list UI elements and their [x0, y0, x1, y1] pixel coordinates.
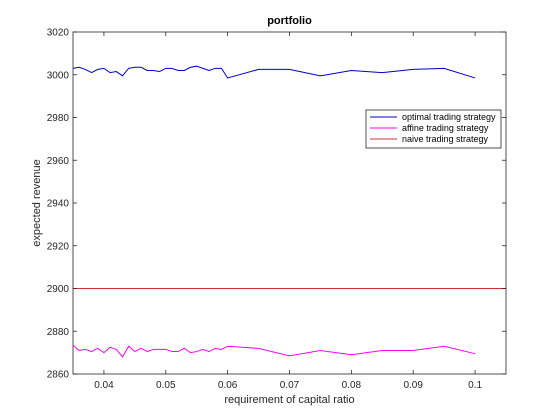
y-tick-label: 2860: [47, 370, 70, 381]
x-tick-label: 0.06: [218, 380, 238, 391]
series-line-1: [72, 65, 476, 79]
chart-title: portfolio: [267, 15, 312, 27]
y-tick-label: 2940: [47, 199, 70, 210]
y-axis-title: expected revenue: [31, 159, 43, 246]
plot-area: [72, 31, 507, 375]
x-tick-label: 0.05: [156, 380, 176, 391]
series-line-2: [72, 344, 476, 358]
x-tick-label: 0.09: [403, 380, 423, 391]
x-tick-label: 0.07: [280, 380, 300, 391]
legend-box: [365, 109, 502, 149]
series-layer: [72, 65, 506, 358]
x-tick-label: 0.1: [468, 380, 482, 391]
y-tick-label: 2960: [47, 156, 70, 167]
x-tick-label: 0.04: [94, 380, 114, 391]
x-tick-label: 0.08: [342, 380, 362, 391]
axes-layer: 0.04 0.05 0.06 0.07 0.08 0.09 0.1 2860 2880 2900 2…: [47, 28, 506, 391]
y-tick-label: 2920: [47, 241, 70, 252]
x-axis-title: requirement of capital ratio: [224, 394, 354, 406]
y-tick-label: 2900: [47, 284, 70, 295]
legend-label-1: optimal trading strategy: [402, 112, 496, 122]
legend-label-3: naive trading strategy: [402, 134, 489, 144]
y-tick-label: 2980: [47, 113, 70, 124]
y-tick-label: 3000: [47, 70, 70, 81]
y-tick-label: 3020: [47, 28, 70, 39]
y-tick-label: 2880: [47, 327, 70, 338]
legend-label-2: affine trading strategy: [402, 123, 489, 133]
